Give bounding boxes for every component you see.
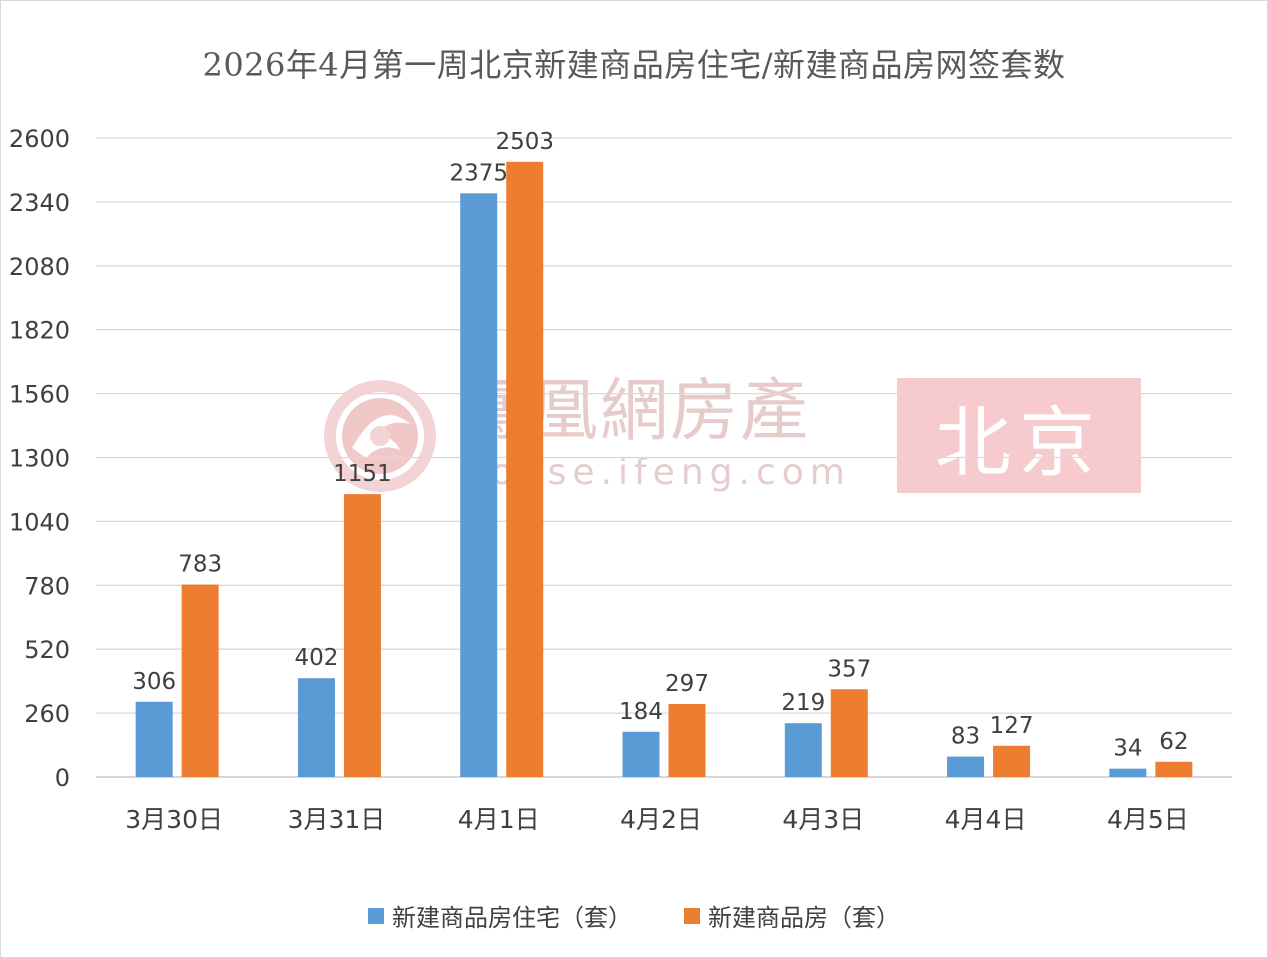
legend-item-residential: 新建商品房住宅（套） (368, 898, 632, 933)
bar (1155, 761, 1193, 777)
chart-title: 2026年4月第一周北京新建商品房住宅/新建商品房网签套数 (202, 46, 1066, 84)
bar (460, 193, 498, 777)
data-label: 83 (951, 724, 980, 750)
bar (993, 745, 1031, 777)
watermark-city: 北京 (897, 378, 1141, 493)
y-tick-label: 520 (24, 636, 70, 664)
y-tick-label: 260 (24, 700, 70, 728)
y-tick-label: 1560 (9, 381, 70, 409)
bar (830, 689, 868, 777)
chart-legend: 新建商品房住宅（套） 新建商品房（套） (0, 898, 1268, 933)
legend-label-commercial: 新建商品房（套） (708, 904, 900, 932)
x-tick-label: 4月5日 (1107, 805, 1189, 834)
data-label: 127 (990, 713, 1034, 739)
x-tick-label: 4月4日 (945, 805, 1027, 834)
y-tick-label: 2600 (9, 125, 70, 153)
legend-item-commercial: 新建商品房（套） (684, 898, 900, 933)
legend-swatch-residential (368, 907, 384, 924)
bar (947, 756, 985, 777)
data-label: 219 (781, 690, 825, 716)
phoenix-logo-icon (324, 380, 436, 492)
x-tick-label: 4月2日 (620, 805, 702, 834)
x-tick-label: 3月30日 (125, 805, 223, 834)
data-label: 783 (178, 552, 222, 578)
data-label: 1151 (333, 461, 392, 487)
data-label: 297 (665, 671, 709, 697)
data-label: 306 (132, 669, 176, 695)
data-label: 2503 (495, 129, 554, 155)
data-label: 2375 (449, 160, 508, 186)
data-label: 184 (619, 699, 663, 725)
bar (622, 731, 660, 777)
bar (297, 678, 335, 777)
y-tick-label: 1040 (9, 508, 70, 536)
x-tick-label: 4月1日 (458, 805, 540, 834)
data-label: 34 (1113, 736, 1142, 762)
bar (506, 161, 544, 778)
y-tick-label: 1300 (9, 445, 70, 473)
x-tick-label: 3月31日 (288, 805, 386, 834)
bar (784, 723, 822, 777)
bar (135, 701, 173, 777)
data-label: 402 (294, 645, 338, 671)
y-tick-label: 780 (24, 572, 70, 600)
x-tick-label: 4月3日 (782, 805, 864, 834)
bar (181, 584, 219, 777)
bar (1109, 768, 1147, 777)
legend-label-residential: 新建商品房住宅（套） (392, 904, 632, 932)
y-tick-label: 0 (55, 764, 70, 792)
y-tick-label: 2340 (9, 189, 70, 217)
y-tick-label: 2080 (9, 253, 70, 281)
y-tick-label: 1820 (9, 317, 70, 345)
bar (343, 494, 381, 777)
data-label: 357 (827, 656, 871, 682)
bar (668, 704, 706, 777)
data-label: 62 (1159, 729, 1188, 755)
legend-swatch-commercial (684, 907, 700, 924)
